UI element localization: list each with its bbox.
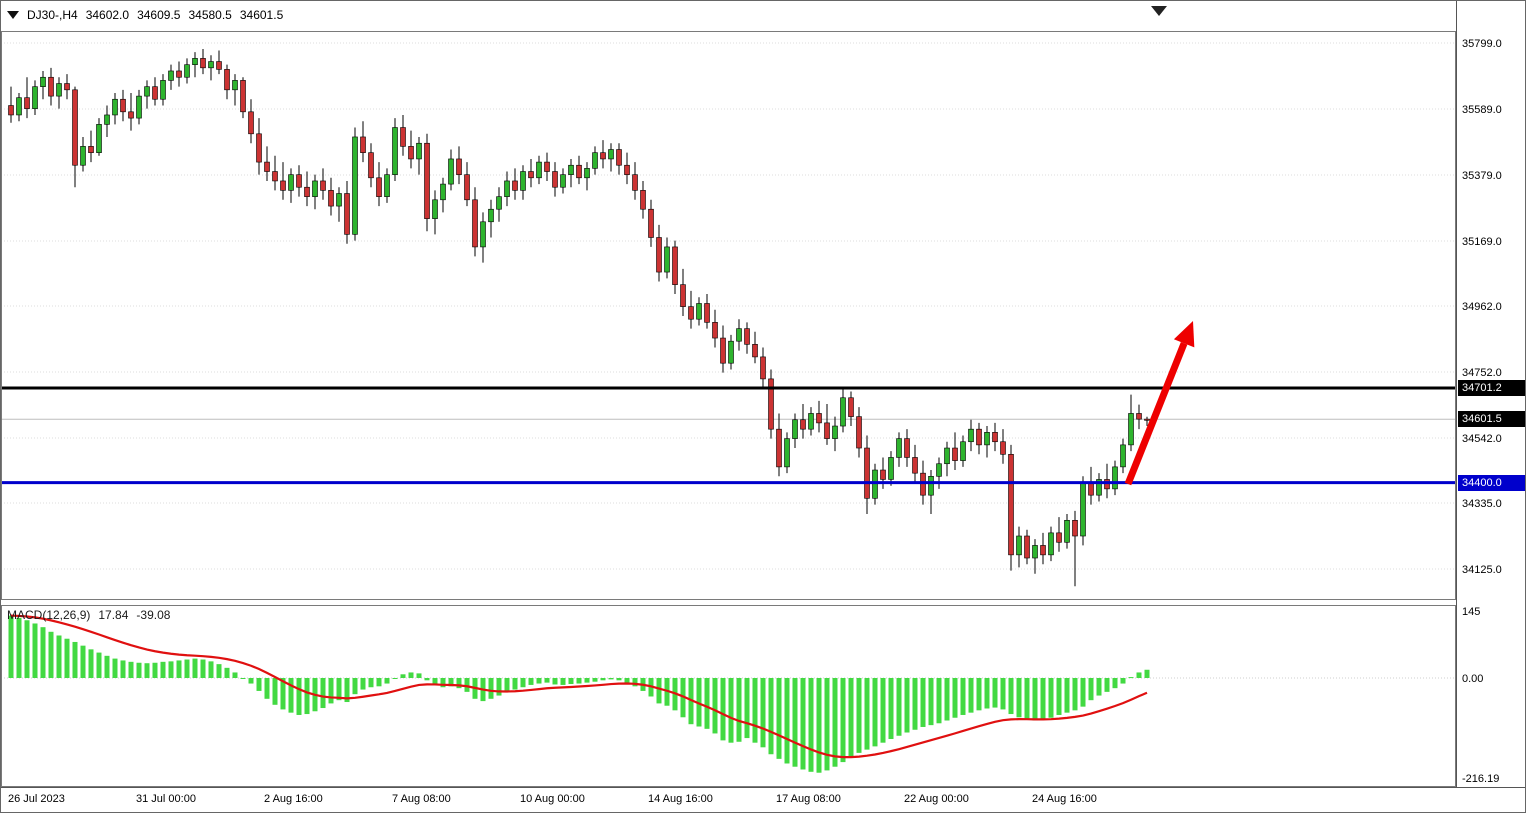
price-axis[interactable]: 35799.0 35589.0 35379.0 35169.0 34962.0 34752…: [1462, 38, 1502, 785]
time-axis-label: 10 Aug 00:00: [520, 793, 585, 805]
chart-shift-marker-icon[interactable]: [1151, 6, 1167, 16]
macd-axis-label: 145: [1462, 606, 1480, 618]
open-value: 34602.0: [85, 8, 130, 22]
bullish-trend-arrow[interactable]: [1124, 321, 1195, 486]
macd-pane-frame: [1, 605, 1456, 787]
price-tag-resistance[interactable]: 34701.2: [1458, 379, 1525, 396]
symbol-period-label: DJ30-,H4: [27, 8, 78, 22]
price-tag-bid: 34601.5: [1458, 411, 1525, 428]
grid-lines: [1, 42, 1456, 679]
price-axis-label: 35379.0: [1462, 170, 1502, 182]
price-tag-support[interactable]: 34400.0: [1458, 474, 1525, 491]
time-axis-label: 17 Aug 08:00: [776, 793, 841, 805]
macd-histogram: [8, 615, 1150, 773]
macd-indicator-label: MACD(12,26,9) 17.84 -39.08: [7, 608, 170, 622]
price-axis-label: 34962.0: [1462, 301, 1502, 313]
pane-splitter[interactable]: [1, 597, 1456, 607]
time-axis-label: 24 Aug 16:00: [1032, 793, 1097, 805]
close-value: 34601.5: [239, 8, 284, 22]
time-axis-label: 26 Jul 2023: [8, 793, 65, 805]
time-axis-label: 7 Aug 08:00: [392, 793, 451, 805]
price-axis-label: 34125.0: [1462, 564, 1502, 576]
candlestick-series: [8, 48, 1150, 587]
price-axis-label: 34335.0: [1462, 498, 1502, 510]
time-axis-label: 22 Aug 00:00: [904, 793, 969, 805]
symbol-dropdown-icon[interactable]: [7, 11, 19, 19]
chart-ohlc-header: DJ30-,H4 34602.0 34609.5 34580.5 34601.5: [7, 8, 283, 22]
macd-title: MACD(12,26,9): [7, 608, 91, 622]
high-value: 34609.5: [137, 8, 181, 22]
time-axis-label: 31 Jul 00:00: [136, 793, 196, 805]
macd-axis-label: -216.19: [1462, 773, 1499, 785]
price-axis-label: 34542.0: [1462, 433, 1502, 445]
time-axis[interactable]: 26 Jul 2023 31 Jul 00:00 2 Aug 16:00 7 Aug …: [8, 793, 1097, 805]
low-value: 34580.5: [188, 8, 232, 22]
macd-axis-label: 0.00: [1462, 673, 1483, 685]
macd-signal-value: -39.08: [136, 608, 171, 622]
price-axis-label: 34752.0: [1462, 367, 1502, 379]
price-axis-label: 35589.0: [1462, 104, 1502, 116]
main-pane-frame: [1, 31, 1456, 600]
price-axis-label: 35169.0: [1462, 236, 1502, 248]
price-axis-label: 35799.0: [1462, 38, 1502, 50]
time-axis-label: 14 Aug 16:00: [648, 793, 713, 805]
time-axis-label: 2 Aug 16:00: [264, 793, 323, 805]
macd-signal-line: [10, 614, 1148, 759]
macd-main-value: 17.84: [98, 608, 129, 622]
